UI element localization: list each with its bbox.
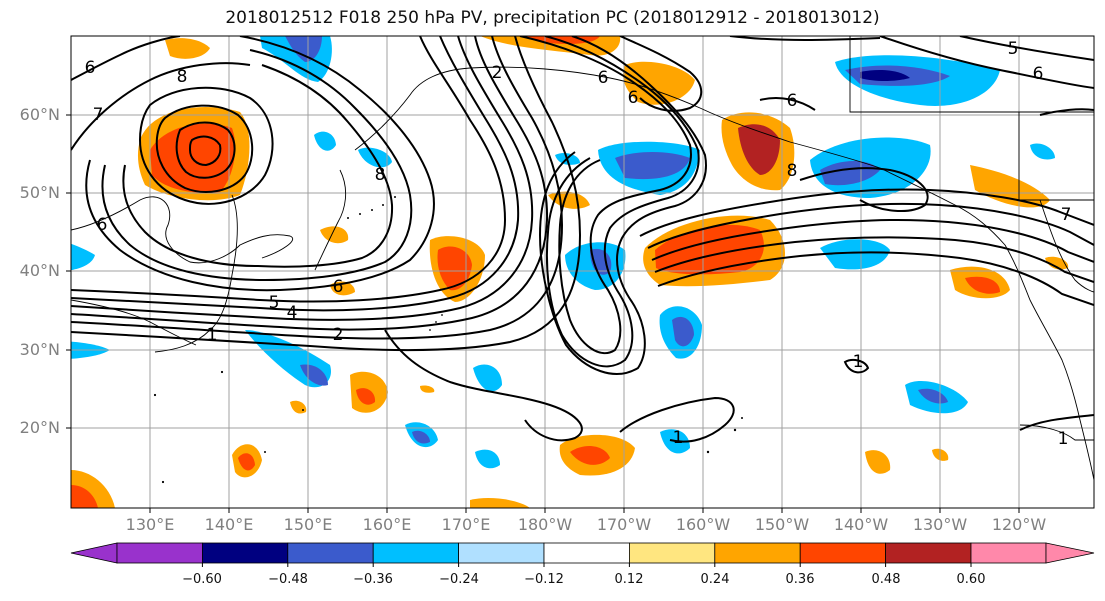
lon-label: 170°E	[441, 515, 491, 534]
lon-label: 170°W	[596, 515, 652, 534]
contour-label: 1	[853, 352, 864, 372]
contour-label: 8	[787, 161, 798, 181]
colorbar-tick-label: −0.48	[268, 572, 308, 587]
lat-label: 30°N	[19, 340, 60, 359]
contour-label: 6	[333, 277, 344, 297]
contour-label: 4	[287, 303, 298, 323]
lon-label: 140°W	[833, 515, 889, 534]
contour-label: 2	[333, 325, 344, 345]
contour-label: 8	[177, 67, 188, 87]
pv-contours	[71, 36, 1094, 443]
islands	[153, 196, 743, 484]
lon-label: 160°E	[362, 515, 412, 534]
colorbar-extend-high	[1045, 542, 1095, 564]
colorbar-tick-label: 0.12	[614, 572, 644, 587]
lon-label: 130°W	[912, 515, 968, 534]
contour-label: 6	[85, 58, 96, 78]
contour-label: 6	[598, 68, 609, 88]
contour-label: 1	[1058, 429, 1069, 449]
contour-label: 7	[93, 105, 104, 125]
map-frame	[70, 35, 1095, 509]
precip-shading	[71, 36, 1069, 508]
colorbar-tick-label: 0.36	[785, 572, 815, 587]
contour-label: 6	[787, 91, 798, 111]
lon-label: 180°W	[517, 515, 573, 534]
colorbar-tick-label: −0.36	[353, 572, 393, 587]
map-title: 2018012512 F018 250 hPa PV, precipitatio…	[225, 8, 880, 28]
lon-label: 130°E	[125, 515, 175, 534]
contour-label: 5	[269, 293, 280, 313]
contour-label: 1	[207, 325, 218, 345]
lat-label: 20°N	[19, 418, 60, 437]
lat-label: 50°N	[19, 183, 60, 202]
contour-label: 7	[1061, 205, 1072, 225]
lon-label: 150°E	[283, 515, 333, 534]
colorbar-tick-label: 0.24	[700, 572, 730, 587]
colorbar-tick-label: −0.60	[182, 572, 222, 587]
colorbar-tick-label: 0.60	[956, 572, 986, 587]
contour-label: 5	[1008, 39, 1019, 59]
lon-label: 140°E	[204, 515, 254, 534]
contour-label: 6	[628, 88, 639, 108]
colorbar-tick-label: −0.24	[439, 572, 479, 587]
contour-label: 8	[375, 165, 386, 185]
contour-labels: 6 8 7 6 2 8 6 5 4 1 2 6 6 6 8 6 7 1 1 5 …	[85, 39, 1072, 449]
colorbar	[70, 542, 1095, 567]
map-plot-area: 6 8 7 6 2 8 6 5 4 1 2 6 6 6 8 6 7 1 1 5 …	[71, 36, 1094, 508]
lat-label: 40°N	[19, 261, 60, 280]
colorbar-tick-label: −0.12	[524, 572, 564, 587]
colorbar-extend-low	[70, 542, 118, 564]
contour-label: 6	[1033, 64, 1044, 84]
lon-label: 120°W	[991, 515, 1047, 534]
colorbar-tick-label: 0.48	[871, 572, 901, 587]
lon-label: 150°W	[754, 515, 810, 534]
contour-label: 2	[492, 63, 503, 83]
axis-ticks	[66, 114, 1020, 513]
lat-label: 60°N	[19, 105, 60, 124]
contour-label: 6	[97, 215, 108, 235]
contour-label: 1	[673, 428, 684, 448]
lon-label: 160°W	[675, 515, 731, 534]
